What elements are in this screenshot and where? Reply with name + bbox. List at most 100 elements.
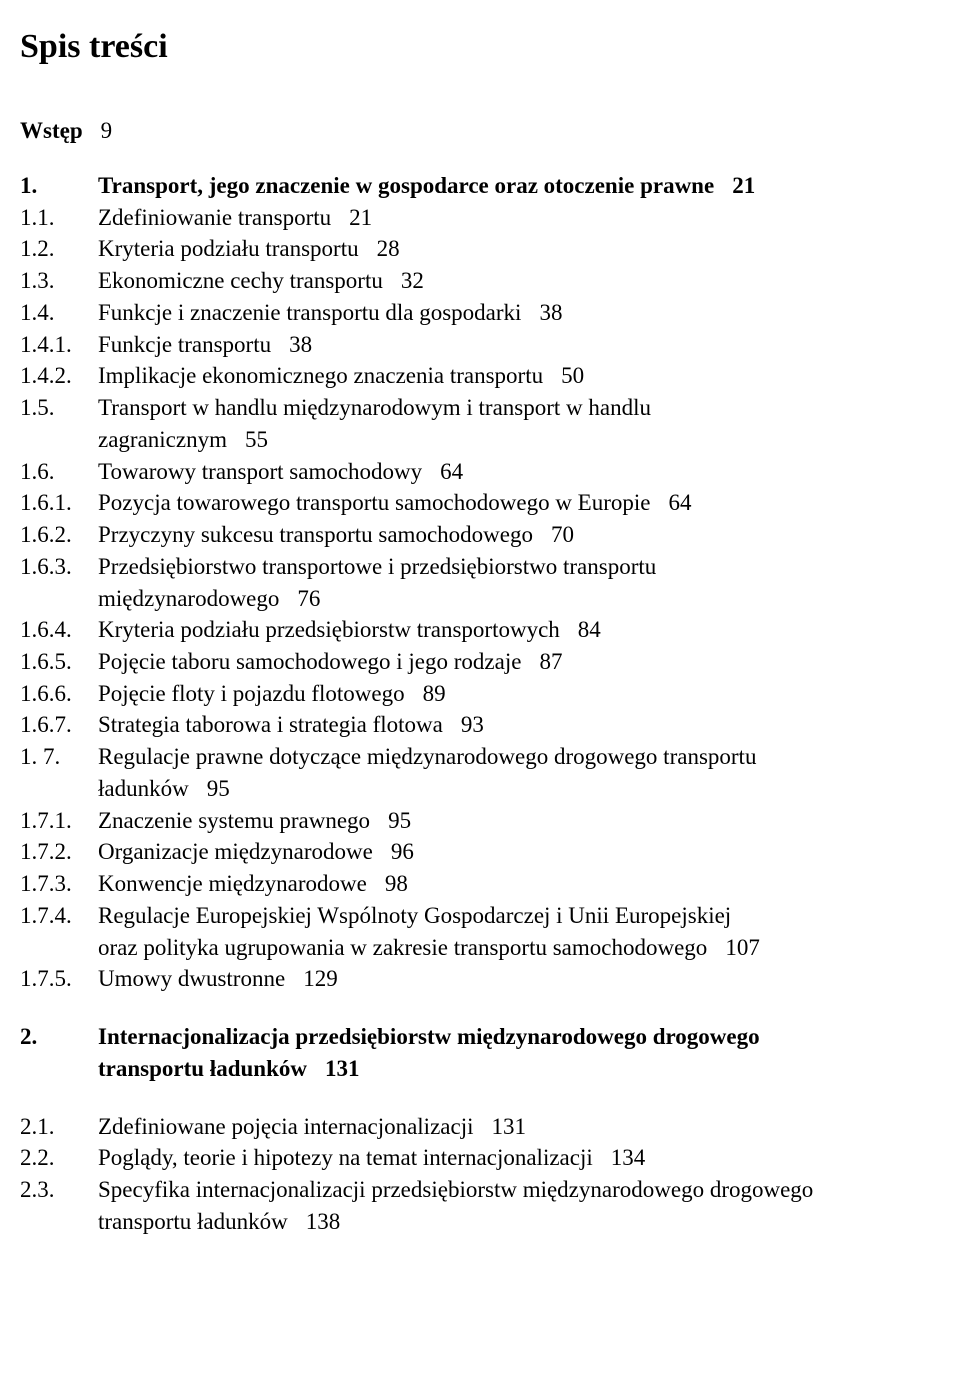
page-title: Spis treści [20, 28, 900, 66]
toc-text: Transport w handlu międzynarodowym i tra… [98, 392, 900, 424]
toc-page: 84 [578, 617, 601, 642]
toc-text: Znaczenie systemu prawnego95 [98, 805, 900, 837]
toc-text: Pozycja towarowego transportu samochodow… [98, 487, 900, 519]
toc-entry: 1.7.1.Znaczenie systemu prawnego95 [20, 805, 900, 837]
toc-entry: 1.4.1.Funkcje transportu38 [20, 329, 900, 361]
toc-text: Towarowy transport samochodowy64 [98, 456, 900, 488]
toc-number: 1.6.6. [20, 678, 98, 710]
toc-entry: 1. 7.Regulacje prawne dotyczące międzyna… [20, 741, 900, 773]
toc-number: 1.6.1. [20, 487, 98, 519]
toc-text: Poglądy, teorie i hipotezy na temat inte… [98, 1142, 900, 1174]
toc-entry: 1.6.1.Pozycja towarowego transportu samo… [20, 487, 900, 519]
toc-text: Internacjonalizacja przedsiębiorstw międ… [98, 1021, 900, 1053]
toc-number: 1.7.1. [20, 805, 98, 837]
toc-number: 1.7.3. [20, 868, 98, 900]
toc-number: 2.3. [20, 1174, 98, 1206]
toc-page: 129 [303, 966, 338, 991]
toc-number: 1.6.4. [20, 614, 98, 646]
toc-page: 76 [297, 586, 320, 611]
toc-page: 64 [669, 490, 692, 515]
toc-page: 32 [401, 268, 424, 293]
toc-text: Implikacje ekonomicznego znaczenia trans… [98, 360, 900, 392]
toc-page: 98 [385, 871, 408, 896]
toc-entry: 1.4.2.Implikacje ekonomicznego znaczenia… [20, 360, 900, 392]
toc-page: 64 [440, 459, 463, 484]
toc-text: Przedsiębiorstwo transportowe i przedsię… [98, 551, 900, 583]
toc-entry: 1.6.3.Przedsiębiorstwo transportowe i pr… [20, 551, 900, 583]
toc-page: 89 [423, 681, 446, 706]
toc-entry: 2.2.Poglądy, teorie i hipotezy na temat … [20, 1142, 900, 1174]
toc-text: Regulacje Europejskiej Wspólnoty Gospoda… [98, 900, 900, 932]
toc-number: 1.6. [20, 456, 98, 488]
toc-entry: 1.3.Ekonomiczne cechy transportu32 [20, 265, 900, 297]
toc-number: 2.1. [20, 1111, 98, 1143]
toc-number: 1. 7. [20, 741, 98, 773]
toc-text: Konwencje międzynarodowe98 [98, 868, 900, 900]
toc-text: Strategia taborowa i strategia flotowa93 [98, 709, 900, 741]
toc-text-cont: transportu ładunków138 [20, 1206, 900, 1238]
toc-number: 1.6.7. [20, 709, 98, 741]
toc-page: 96 [391, 839, 414, 864]
toc-text: Kryteria podziału przedsiębiorstw transp… [98, 614, 900, 646]
toc-page: 21 [732, 173, 755, 198]
toc-entry: 1.6.5.Pojęcie taboru samochodowego i jeg… [20, 646, 900, 678]
toc-text: Specyfika internacjonalizacji przedsiębi… [98, 1174, 900, 1206]
toc-entry: 2.1.Zdefiniowane pojęcia internacjonaliz… [20, 1111, 900, 1143]
toc-entry: 1.4.Funkcje i znaczenie transportu dla g… [20, 297, 900, 329]
toc-text: Przyczyny sukcesu transportu samochodowe… [98, 519, 900, 551]
toc-entry: 2.3.Specyfika internacjonalizacji przeds… [20, 1174, 900, 1206]
toc-entry: 2.Internacjonalizacja przedsiębiorstw mi… [20, 1021, 900, 1053]
toc-entry: 1.7.5.Umowy dwustronne129 [20, 963, 900, 995]
toc-number: 1.5. [20, 392, 98, 424]
toc-entry: 1.6.4.Kryteria podziału przedsiębiorstw … [20, 614, 900, 646]
toc-text: Pojęcie taboru samochodowego i jego rodz… [98, 646, 900, 678]
toc-entry: 1.2.Kryteria podziału transportu28 [20, 233, 900, 265]
toc-text: Ekonomiczne cechy transportu32 [98, 265, 900, 297]
toc-page: 87 [539, 649, 562, 674]
intro-label: Wstęp [20, 118, 83, 143]
toc-page: 107 [725, 935, 760, 960]
toc-page: 38 [539, 300, 562, 325]
toc-number: 1.3. [20, 265, 98, 297]
toc-number: 1.4.2. [20, 360, 98, 392]
toc-number: 1.2. [20, 233, 98, 265]
toc-entry: 1.6.Towarowy transport samochodowy64 [20, 456, 900, 488]
toc-text-cont: ładunków95 [20, 773, 900, 805]
toc-number: 2.2. [20, 1142, 98, 1174]
toc-number: 2. [20, 1021, 98, 1053]
toc-entry: 1.7.4.Regulacje Europejskiej Wspólnoty G… [20, 900, 900, 932]
toc-page: 131 [325, 1056, 360, 1081]
toc-text: Regulacje prawne dotyczące międzynarodow… [98, 741, 900, 773]
toc-text: Zdefiniowane pojęcia internacjonalizacji… [98, 1111, 900, 1143]
toc-entry: 1.Transport, jego znaczenie w gospodarce… [20, 170, 900, 202]
toc-text-cont: międzynarodowego76 [20, 583, 900, 615]
toc-entry: 1.6.6.Pojęcie floty i pojazdu flotowego8… [20, 678, 900, 710]
toc-text: Umowy dwustronne129 [98, 963, 900, 995]
toc-number: 1.1. [20, 202, 98, 234]
toc-page: 134 [611, 1145, 646, 1170]
toc-page: 95 [388, 808, 411, 833]
toc-number: 1.6.2. [20, 519, 98, 551]
toc-text: Transport, jego znaczenie w gospodarce o… [98, 170, 900, 202]
toc-entry: 1.6.2.Przyczyny sukcesu transportu samoc… [20, 519, 900, 551]
toc-entry: 1.7.2.Organizacje międzynarodowe96 [20, 836, 900, 868]
intro-page: 9 [101, 118, 113, 143]
toc-number: 1.7.4. [20, 900, 98, 932]
toc-page: 21 [349, 205, 372, 230]
toc-entry: 1.5.Transport w handlu międzynarodowym i… [20, 392, 900, 424]
toc-number: 1.7.5. [20, 963, 98, 995]
toc-text: Pojęcie floty i pojazdu flotowego89 [98, 678, 900, 710]
toc-text: Zdefiniowanie transportu21 [98, 202, 900, 234]
toc-page: 95 [207, 776, 230, 801]
toc-number: 1. [20, 170, 98, 202]
toc-entry: 1.1.Zdefiniowanie transportu21 [20, 202, 900, 234]
toc-text-cont: oraz polityka ugrupowania w zakresie tra… [20, 932, 900, 964]
toc-page: 28 [377, 236, 400, 261]
toc-text-cont: zagranicznym55 [20, 424, 900, 456]
toc-text: Funkcje i znaczenie transportu dla gospo… [98, 297, 900, 329]
toc-text: Organizacje międzynarodowe96 [98, 836, 900, 868]
toc-page: 50 [561, 363, 584, 388]
toc-number: 1.4. [20, 297, 98, 329]
toc-number: 1.6.5. [20, 646, 98, 678]
toc-number: 1.4.1. [20, 329, 98, 361]
